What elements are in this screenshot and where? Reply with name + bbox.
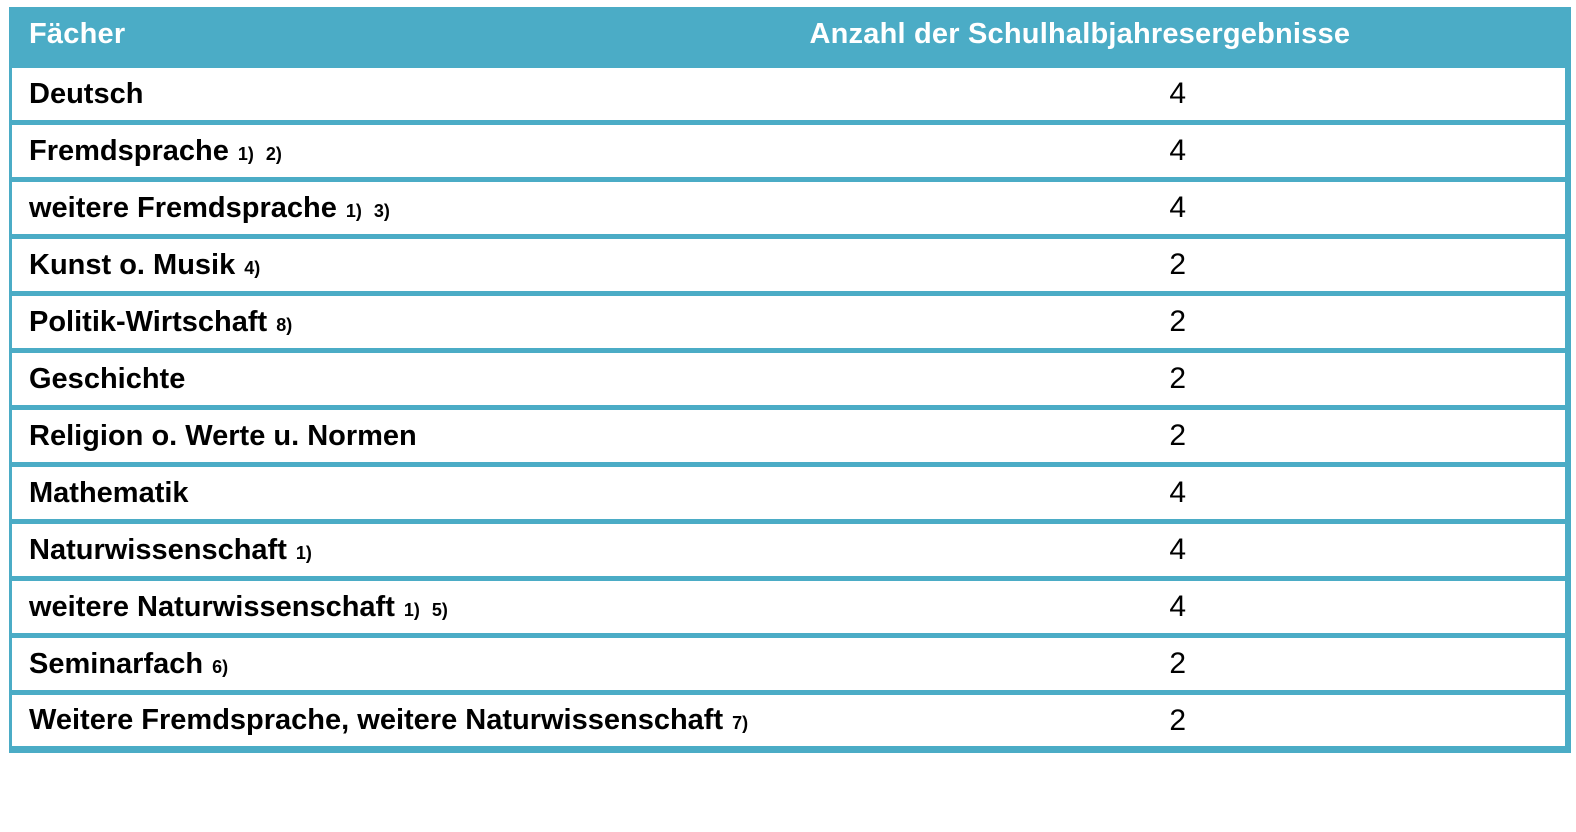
subjects-table-header: Fächer Anzahl der Schulhalbjahresergebni… — [10, 7, 1568, 66]
count-cell: 4 — [790, 576, 1568, 636]
subject-cell: Deutsch — [10, 63, 791, 123]
subject-footnotes: 4) — [244, 257, 261, 278]
count-cell: 2 — [790, 348, 1568, 408]
count-cell: 2 — [790, 690, 1568, 750]
subject-cell: Fremdsprache 1) 2) — [10, 120, 791, 180]
subject-label: Seminarfach — [29, 647, 204, 680]
subject-footnotes: 6) — [212, 656, 229, 677]
count-value: 4 — [1169, 191, 1187, 225]
table-row: Deutsch 4 — [10, 63, 1568, 123]
subject-cell: Kunst o. Musik 4) — [10, 234, 791, 294]
subject-label: Deutsch — [29, 77, 144, 110]
table-row: Seminarfach 6) 2 — [10, 633, 1568, 693]
subject-label: Naturwissenschaft — [29, 533, 287, 566]
table-row: weitere Naturwissenschaft 1) 5) 4 — [10, 576, 1568, 636]
subject-footnotes: 1) — [295, 542, 312, 563]
subject-label: weitere Fremdsprache — [29, 191, 337, 224]
subject-cell: Weitere Fremdsprache, weitere Naturwisse… — [10, 690, 791, 750]
count-value: 2 — [1169, 305, 1187, 339]
count-value: 2 — [1169, 647, 1187, 681]
count-value: 4 — [1169, 476, 1187, 510]
subject-footnotes: 1) 2) — [237, 143, 282, 164]
subject-cell: weitere Fremdsprache 1) 3) — [10, 177, 791, 237]
subject-cell: Geschichte — [10, 348, 791, 408]
table-row: weitere Fremdsprache 1) 3) 4 — [10, 177, 1568, 237]
subject-footnotes: 7) — [732, 713, 749, 734]
header-row: Fächer Anzahl der Schulhalbjahresergebni… — [10, 7, 1568, 66]
subject-footnotes: 8) — [276, 314, 293, 335]
count-value: 2 — [1169, 362, 1187, 396]
subject-footnotes: 1) 5) — [403, 599, 448, 620]
subject-label: Politik-Wirtschaft — [29, 305, 268, 338]
subject-label: Religion o. Werte u. Normen — [29, 419, 417, 452]
table-row: Naturwissenschaft 1) 4 — [10, 519, 1568, 579]
table-row: Fremdsprache 1) 2) 4 — [10, 120, 1568, 180]
subjects-table-body: Deutsch 4 Fremdsprache 1) 2) 4 weitere Fr… — [10, 63, 1568, 750]
subject-label: Fremdsprache — [29, 134, 229, 167]
count-value: 4 — [1169, 590, 1187, 624]
count-cell: 4 — [790, 462, 1568, 522]
count-cell: 2 — [790, 234, 1568, 294]
count-cell: 4 — [790, 63, 1568, 123]
subject-label: Weitere Fremdsprache, weitere Naturwisse… — [29, 704, 724, 737]
subject-label: Kunst o. Musik — [29, 248, 236, 281]
count-cell: 4 — [790, 519, 1568, 579]
count-cell: 2 — [790, 291, 1568, 351]
count-value: 4 — [1169, 134, 1187, 168]
subject-cell: Mathematik — [10, 462, 791, 522]
subject-label: Geschichte — [29, 362, 186, 395]
count-cell: 2 — [790, 405, 1568, 465]
subject-cell: Religion o. Werte u. Normen — [10, 405, 791, 465]
count-value: 4 — [1169, 533, 1187, 567]
table-row: Politik-Wirtschaft 8) 2 — [10, 291, 1568, 351]
subject-cell: Naturwissenschaft 1) — [10, 519, 791, 579]
table-row: Weitere Fremdsprache, weitere Naturwisse… — [10, 690, 1568, 750]
table-row: Mathematik 4 — [10, 462, 1568, 522]
count-value: 2 — [1169, 419, 1187, 453]
subject-label: Mathematik — [29, 476, 189, 509]
subjects-table: Fächer Anzahl der Schulhalbjahresergebni… — [9, 7, 1571, 753]
count-value: 4 — [1169, 77, 1187, 111]
count-cell: 2 — [790, 633, 1568, 693]
subject-cell: Politik-Wirtschaft 8) — [10, 291, 791, 351]
subject-label: weitere Naturwissenschaft — [29, 590, 395, 623]
column-header-count: Anzahl der Schulhalbjahresergebnisse — [790, 7, 1568, 66]
subject-cell: Seminarfach 6) — [10, 633, 791, 693]
subject-footnotes: 1) 3) — [345, 200, 390, 221]
table-row: Kunst o. Musik 4) 2 — [10, 234, 1568, 294]
count-value: 2 — [1169, 248, 1187, 282]
subject-cell: weitere Naturwissenschaft 1) 5) — [10, 576, 791, 636]
table-row: Geschichte 2 — [10, 348, 1568, 408]
count-value: 2 — [1169, 703, 1187, 737]
count-cell: 4 — [790, 177, 1568, 237]
count-cell: 4 — [790, 120, 1568, 180]
column-header-subjects: Fächer — [10, 7, 791, 66]
table-row: Religion o. Werte u. Normen 2 — [10, 405, 1568, 465]
